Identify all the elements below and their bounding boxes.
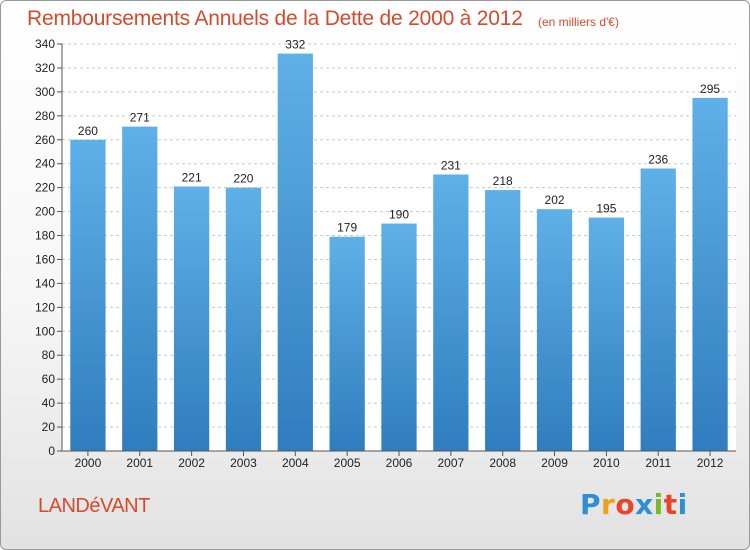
- y-tick-label: 80: [42, 348, 56, 362]
- bar: [433, 174, 469, 451]
- value-label: 195: [596, 202, 616, 216]
- x-tick-label: 2002: [178, 456, 205, 470]
- bar: [225, 187, 262, 451]
- x-tick-label: 2001: [126, 456, 153, 470]
- y-tick-label: 340: [35, 37, 55, 51]
- x-tick-label: 2005: [334, 456, 361, 470]
- bar: [277, 53, 313, 451]
- x-tick-label: 2012: [697, 456, 724, 470]
- y-tick-label: 40: [42, 396, 56, 410]
- x-tick-label: 2004: [282, 456, 309, 470]
- bar: [173, 186, 210, 451]
- x-tick-label: 2008: [489, 456, 516, 470]
- x-tick-label: 2003: [230, 456, 257, 470]
- y-tick-label: 160: [35, 252, 55, 266]
- value-label: 295: [700, 82, 720, 96]
- logo-letter: P: [580, 488, 602, 521]
- y-tick-label: 120: [35, 300, 55, 314]
- y-tick-label: 20: [42, 420, 56, 434]
- y-tick-label: 320: [35, 61, 55, 75]
- value-label: 260: [78, 124, 98, 138]
- value-label: 221: [182, 170, 202, 184]
- logo-letter: i: [653, 488, 664, 521]
- bar: [122, 126, 158, 452]
- value-label: 332: [285, 38, 305, 52]
- logo-letter: t: [663, 488, 678, 521]
- y-tick-label: 140: [35, 276, 55, 290]
- x-tick-label: 2009: [541, 456, 568, 470]
- x-tick-label: 2000: [75, 456, 102, 470]
- value-label: 202: [545, 193, 565, 207]
- bar: [70, 139, 106, 451]
- x-axis-ticks: 2000 2001 2002 2003 2004 2005 2006 2007 2008 2009…: [75, 451, 724, 470]
- logo-letter: o: [615, 488, 636, 521]
- value-label: 231: [441, 158, 461, 172]
- y-tick-label: 280: [35, 109, 55, 123]
- x-tick-label: 2011: [645, 456, 671, 470]
- bar: [640, 168, 676, 451]
- x-tick-label: 2010: [593, 456, 620, 470]
- bar: [329, 236, 365, 451]
- bar: [381, 223, 417, 451]
- y-axis-ticks: 0 20 40 60 80 100 120 140 160 180 200 220 240 260 280 3…: [35, 37, 62, 458]
- y-tick-label: 300: [35, 85, 55, 99]
- y-tick-label: 220: [35, 181, 55, 195]
- logo-letter: i: [677, 488, 688, 521]
- x-tick-label: 2006: [386, 456, 413, 470]
- commune-name: LANDéVANT: [38, 495, 150, 517]
- y-tick-label: 100: [35, 324, 55, 338]
- bars: 260 271 221 220 332 179 190 231 218 202 195 236 295: [70, 38, 728, 452]
- value-label: 271: [130, 111, 150, 125]
- y-tick-label: 200: [35, 205, 55, 219]
- y-tick-label: 180: [35, 229, 55, 243]
- bar: [692, 97, 728, 451]
- y-tick-label: 260: [35, 133, 55, 147]
- proxiti-logo: Proxiti: [580, 488, 688, 521]
- value-label: 190: [389, 208, 409, 222]
- bar: [588, 217, 625, 451]
- value-label: 220: [233, 172, 253, 186]
- bar: [536, 209, 573, 451]
- value-label: 179: [337, 221, 357, 235]
- logo-letter: r: [601, 488, 616, 521]
- chart-title: Remboursements Annuels de la Dette de 20…: [27, 7, 523, 30]
- logo-letter: x: [635, 488, 654, 521]
- y-tick-label: 60: [42, 372, 56, 386]
- x-tick-label: 2007: [437, 456, 464, 470]
- bar: [485, 190, 521, 451]
- chart-subtitle: (en milliers d'€): [538, 15, 619, 29]
- y-tick-label: 0: [48, 444, 55, 458]
- value-label: 218: [493, 174, 513, 188]
- value-label: 236: [648, 152, 668, 166]
- y-tick-label: 240: [35, 157, 55, 171]
